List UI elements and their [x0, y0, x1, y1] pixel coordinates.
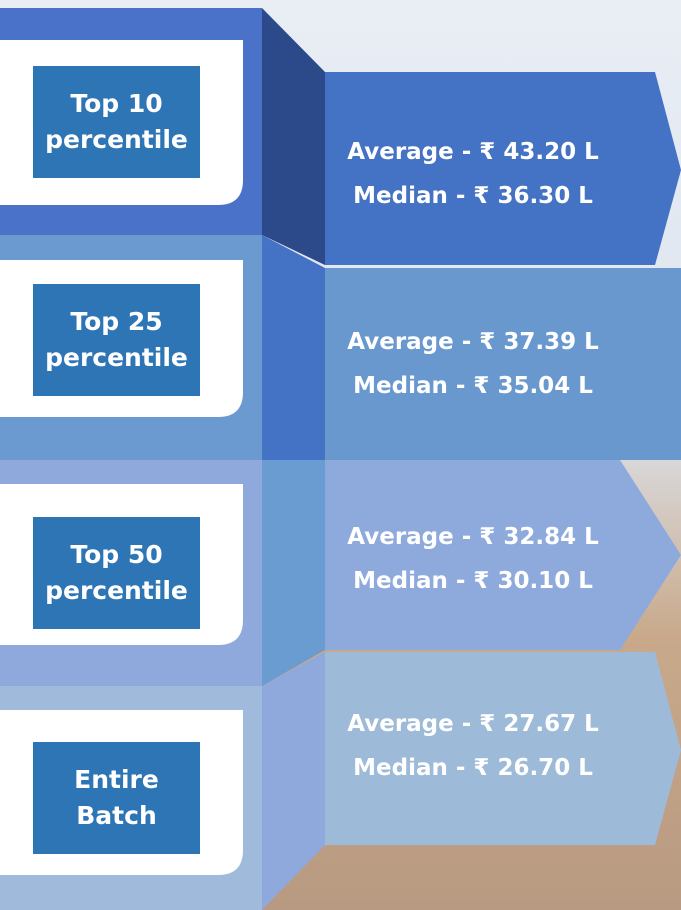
row-label: Top 50 percentile: [45, 540, 188, 605]
label-box: [33, 742, 200, 854]
connector: [262, 235, 325, 460]
median: Median - ₹ 30.10 L: [353, 568, 593, 594]
row-arrow: [325, 72, 681, 265]
median: Median - ₹ 35.04 L: [353, 373, 593, 399]
connector: [262, 8, 325, 265]
average: Average - ₹ 32.84 L: [347, 524, 599, 550]
row-label: Top 10 percentile: [45, 89, 188, 154]
row-arrow: [325, 460, 681, 650]
label-box: [33, 66, 200, 178]
average: Average - ₹ 43.20 L: [347, 139, 599, 165]
median: Median - ₹ 26.70 L: [353, 755, 593, 781]
average: Average - ₹ 27.67 L: [347, 711, 599, 737]
label-box: [33, 517, 200, 629]
connector: [262, 652, 325, 910]
row-label: Top 25 percentile: [45, 307, 188, 372]
row-label: Entire Batch: [74, 765, 159, 830]
median: Median - ₹ 36.30 L: [353, 183, 593, 209]
row-arrow: [325, 268, 681, 460]
label-box: [33, 284, 200, 396]
connector: [262, 460, 325, 686]
average: Average - ₹ 37.39 L: [347, 329, 599, 355]
row-arrow: [325, 652, 681, 845]
